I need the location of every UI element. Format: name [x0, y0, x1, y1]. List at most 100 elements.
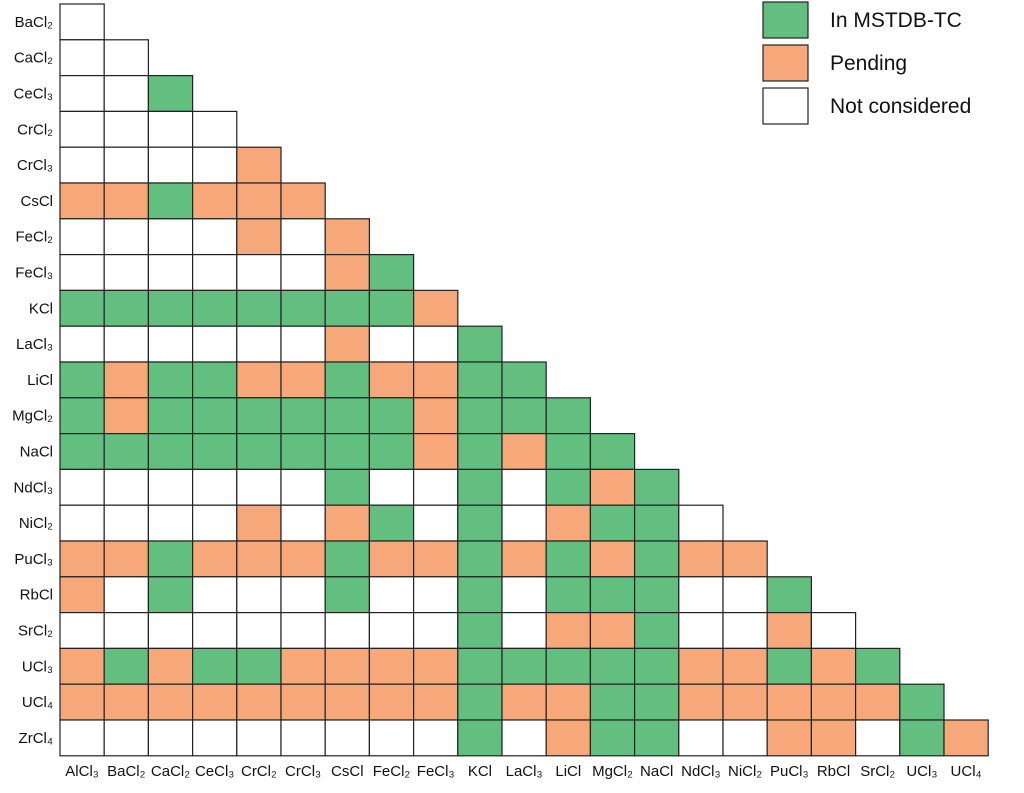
heatmap-cell	[722, 576, 768, 614]
heatmap-cell	[633, 504, 680, 542]
heatmap-cell	[368, 540, 415, 578]
heatmap-cell	[147, 289, 194, 327]
row-label: ZrCl₄	[19, 730, 53, 747]
column-label: MgCl₂	[592, 763, 633, 780]
heatmap-cell	[59, 611, 105, 649]
heatmap-cell	[413, 433, 459, 471]
heatmap-cell	[633, 611, 680, 649]
column-label: CrCl₂	[241, 763, 277, 780]
heatmap-cell	[103, 576, 149, 614]
heatmap-cell	[236, 289, 282, 327]
heatmap-cell	[766, 647, 813, 685]
heatmap-cell	[810, 647, 857, 685]
heatmap-cell	[236, 254, 282, 292]
heatmap-cell	[413, 576, 459, 614]
heatmap-cell	[59, 433, 105, 471]
heatmap-cell	[103, 719, 149, 757]
heatmap-cell	[324, 611, 371, 649]
heatmap-cell	[59, 361, 105, 399]
heatmap-cell	[678, 611, 724, 649]
heatmap-cell	[147, 325, 194, 363]
heatmap-cell	[280, 361, 326, 399]
column-label: NaCl	[640, 763, 673, 780]
heatmap-cell	[147, 719, 194, 757]
heatmap-cell	[147, 468, 194, 506]
heatmap-cell	[192, 182, 238, 220]
column-label: CrCl₃	[285, 763, 321, 780]
heatmap-cell	[192, 468, 238, 506]
heatmap-cell	[501, 647, 547, 685]
heatmap-cell	[192, 110, 238, 148]
legend-label: In MSTDB-TC	[830, 9, 962, 32]
heatmap-cell	[103, 254, 149, 292]
heatmap-cell	[324, 719, 371, 757]
heatmap-cell	[413, 325, 459, 363]
heatmap-cell	[103, 289, 149, 327]
heatmap-cell	[457, 540, 503, 578]
heatmap-cell	[280, 504, 326, 542]
heatmap-cell	[192, 146, 238, 184]
row-label: BaCl₂	[15, 14, 54, 31]
column-label: PuCl₃	[770, 763, 809, 780]
heatmap-cell	[280, 325, 326, 363]
legend-swatch	[762, 1, 809, 39]
heatmap-cell	[324, 647, 371, 685]
column-label: UCl₃	[906, 763, 937, 780]
heatmap-cell	[413, 468, 459, 506]
heatmap-cell	[633, 576, 680, 614]
heatmap-cell	[457, 683, 503, 721]
heatmap-cell	[324, 218, 371, 256]
heatmap-cell	[59, 182, 105, 220]
heatmap-cell	[368, 325, 415, 363]
heatmap-cell	[589, 683, 636, 721]
column-label: FeCl₂	[373, 763, 411, 780]
heatmap-cell	[413, 540, 459, 578]
row-label: LiCl	[27, 372, 53, 389]
heatmap-cells	[59, 3, 989, 757]
heatmap-cell	[589, 647, 636, 685]
heatmap-cell	[59, 146, 105, 184]
heatmap-cell	[59, 540, 105, 578]
heatmap-cell	[413, 289, 459, 327]
heatmap-cell	[280, 254, 326, 292]
heatmap-cell	[457, 504, 503, 542]
legend-label: Not considered	[830, 95, 971, 118]
heatmap-cell	[810, 611, 857, 649]
column-label: NdCl₃	[681, 763, 720, 780]
row-label: FeCl₃	[15, 265, 53, 282]
heatmap-cell	[324, 468, 371, 506]
heatmap-cell	[413, 683, 459, 721]
heatmap-cell	[103, 647, 149, 685]
heatmap-cell	[236, 218, 282, 256]
heatmap-cell	[59, 39, 105, 77]
column-label: LiCl	[555, 763, 581, 780]
heatmap-cell	[457, 647, 503, 685]
heatmap-cell	[324, 433, 371, 471]
heatmap-cell	[103, 218, 149, 256]
heatmap-cell	[236, 540, 282, 578]
heatmap-cell	[147, 74, 194, 112]
heatmap-cell	[59, 325, 105, 363]
heatmap-cell	[59, 254, 105, 292]
heatmap-cell	[103, 182, 149, 220]
column-label: CaCl₂	[151, 763, 190, 780]
heatmap-cell	[236, 576, 282, 614]
heatmap-cell	[589, 576, 636, 614]
heatmap-cell	[633, 468, 680, 506]
heatmap-cell	[280, 611, 326, 649]
heatmap-cell	[457, 576, 503, 614]
heatmap-cell	[324, 289, 371, 327]
heatmap-cell	[678, 576, 724, 614]
heatmap-cell	[368, 576, 415, 614]
row-labels: BaCl₂ CaCl₂ CeCl₃ CrCl₂ CrCl₃ CsCl FeCl₂ FeCl₃ K…	[12, 14, 53, 747]
heatmap-cell	[678, 504, 724, 542]
heatmap-cell	[59, 3, 105, 41]
heatmap-cell	[280, 576, 326, 614]
heatmap-cell	[368, 683, 415, 721]
heatmap-cell	[633, 719, 680, 757]
heatmap-cell	[545, 468, 592, 506]
heatmap-cell	[368, 254, 415, 292]
heatmap-cell	[236, 433, 282, 471]
heatmap-cell	[545, 719, 592, 757]
heatmap-cell	[545, 576, 592, 614]
